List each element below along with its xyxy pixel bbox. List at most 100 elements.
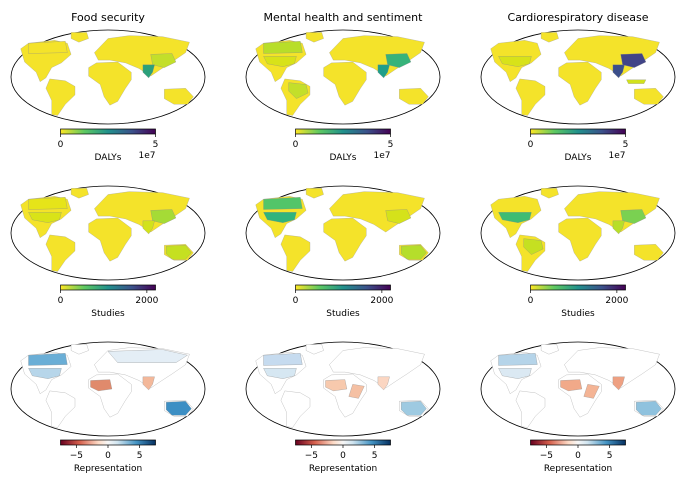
- colorbar: [60, 128, 156, 135]
- map-panel: Cardiorespiratory disease 0 5 DALYs 1e7: [480, 11, 676, 163]
- colorbar-tick-label: −5: [305, 451, 318, 461]
- region-canada: [28, 353, 68, 366]
- colorbar-tick-label: 0: [575, 451, 581, 461]
- region-china: [385, 53, 412, 68]
- map-panel: Mental health and sentiment 0 5 DALYs 1e7: [245, 11, 441, 163]
- region-usa: [498, 56, 532, 67]
- colorbar-label: DALYs: [330, 153, 357, 163]
- colorbar-tick-label: 5: [372, 451, 378, 461]
- region-usa: [263, 212, 297, 223]
- region-canada: [263, 353, 303, 366]
- land-samerica: [280, 390, 311, 428]
- land-africa: [323, 61, 367, 106]
- colorbar: [60, 284, 156, 291]
- colorbar: [530, 128, 626, 135]
- land-samerica: [45, 78, 76, 116]
- colorbar-tick-label: 2000: [605, 296, 628, 306]
- colorbar-label: Studies: [561, 309, 595, 319]
- region-usa: [263, 56, 297, 67]
- land-greenland: [540, 188, 559, 199]
- colorbar-tick-label: −5: [70, 451, 83, 461]
- map-panel: −5 0 5 Representation: [245, 341, 441, 474]
- land-greenland: [305, 344, 324, 355]
- land-africa: [558, 217, 602, 262]
- colorbar-label: Studies: [91, 309, 125, 319]
- region-india: [142, 376, 155, 391]
- region-china: [385, 209, 412, 224]
- panel-title: Cardiorespiratory disease: [508, 11, 649, 24]
- region-india: [142, 220, 155, 235]
- colorbar-label: DALYs: [95, 153, 122, 163]
- colorbar-tick-label: 5: [153, 140, 159, 150]
- colorbar-tick-label: 0: [105, 451, 111, 461]
- land-greenland: [305, 188, 324, 199]
- land-australia: [164, 88, 194, 105]
- land-greenland: [70, 344, 89, 355]
- land-samerica: [45, 234, 76, 272]
- region-africaW: [90, 379, 113, 392]
- region-china: [620, 209, 647, 224]
- region-australia: [401, 401, 427, 416]
- region-africaE: [348, 384, 365, 399]
- map-panel: −5 0 5 Representation: [10, 341, 206, 474]
- map-panel: 0 2000 Studies: [480, 185, 676, 319]
- land-australia: [634, 88, 664, 105]
- colorbar-tick-label: 5: [623, 140, 629, 150]
- colorbar-offset: 1e7: [374, 151, 391, 161]
- colorbar-label: Representation: [74, 464, 142, 474]
- land-greenland: [70, 32, 89, 43]
- region-canada: [498, 353, 538, 366]
- panel-title: Mental health and sentiment: [264, 11, 424, 24]
- colorbar-tick-label: 5: [607, 451, 613, 461]
- region-india: [142, 64, 155, 79]
- colorbar-tick-label: 0: [528, 296, 534, 306]
- region-india: [612, 220, 625, 235]
- panel-title: Food security: [71, 11, 145, 24]
- colorbar-offset: 1e7: [139, 151, 156, 161]
- region-brazil: [523, 238, 544, 255]
- colorbar-tick-label: 0: [58, 296, 64, 306]
- region-canada: [263, 197, 303, 210]
- colorbar-tick-label: 0: [340, 451, 346, 461]
- colorbar-tick-label: 2000: [135, 296, 158, 306]
- region-canada: [263, 41, 303, 54]
- colorbar: [530, 284, 626, 291]
- region-usa: [263, 368, 297, 379]
- region-africaW: [560, 379, 583, 392]
- region-china: [150, 53, 177, 68]
- land-australia: [634, 244, 664, 261]
- colorbar-tick-label: 0: [58, 140, 64, 150]
- colorbar-label: DALYs: [565, 153, 592, 163]
- land-africa: [558, 61, 602, 106]
- region-indonesia: [626, 79, 647, 84]
- land-greenland: [540, 344, 559, 355]
- region-india: [612, 376, 625, 391]
- region-brazil: [288, 82, 309, 99]
- land-eurasia: [329, 347, 425, 389]
- region-russia: [107, 349, 188, 363]
- colorbar: [530, 439, 626, 446]
- map-panel: 0 2000 Studies: [245, 185, 441, 319]
- colorbar: [60, 439, 156, 446]
- colorbar-tick-label: 5: [388, 140, 394, 150]
- region-china: [620, 53, 647, 68]
- region-usa: [498, 368, 532, 379]
- land-eurasia: [564, 347, 660, 389]
- colorbar-tick-label: 2000: [370, 296, 393, 306]
- colorbar: [295, 439, 391, 446]
- land-samerica: [515, 390, 546, 428]
- colorbar-label: Representation: [544, 464, 612, 474]
- region-usa: [28, 212, 62, 223]
- region-canada: [28, 41, 68, 54]
- region-china: [150, 209, 177, 224]
- region-australia: [636, 401, 662, 416]
- region-india: [377, 376, 390, 391]
- colorbar-tick-label: 0: [293, 140, 299, 150]
- colorbar-label: Studies: [326, 309, 360, 319]
- land-samerica: [45, 390, 76, 428]
- land-greenland: [70, 188, 89, 199]
- land-africa: [88, 61, 132, 106]
- land-samerica: [280, 234, 311, 272]
- colorbar-tick-label: 5: [137, 451, 143, 461]
- colorbar: [295, 128, 391, 135]
